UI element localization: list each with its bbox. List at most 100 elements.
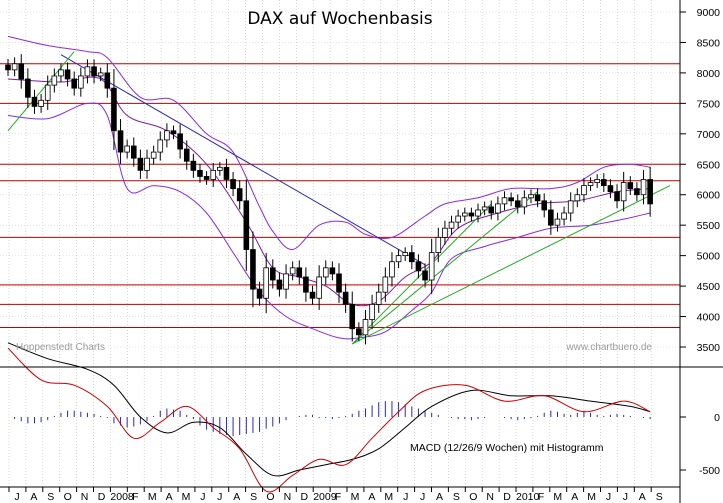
candle-body (137, 157, 144, 171)
candle-body (409, 252, 415, 263)
x-tick-label: S (656, 491, 663, 503)
candle-body (78, 75, 84, 89)
candle-body (236, 188, 243, 202)
candle-body (581, 185, 587, 196)
candle-body (607, 185, 614, 193)
candle-body (296, 267, 303, 278)
candle-body (342, 291, 349, 305)
x-tick-label: D (98, 491, 106, 503)
candle-body (481, 206, 488, 211)
candle-body (309, 291, 316, 299)
candle-body (422, 270, 428, 281)
x-tick-label: M (553, 491, 562, 503)
candle-body (210, 169, 217, 180)
x-tick-label: O (64, 491, 72, 503)
resistance-lines (0, 63, 680, 329)
candle-body (316, 276, 322, 299)
candle-body (461, 212, 468, 217)
candle-body (442, 227, 448, 238)
y-tick-label: 6500 (697, 159, 721, 171)
chart-title: DAX auf Wochenbasis (247, 9, 432, 29)
candle-body (256, 288, 263, 299)
candle-body (468, 212, 475, 217)
x-tick-label: M (351, 491, 360, 503)
x-tick-label: 2009 (313, 491, 337, 503)
y-tick-label: 4500 (697, 281, 721, 293)
candle-body (508, 197, 514, 202)
candle-body (528, 194, 534, 199)
candle-body (375, 291, 382, 305)
y-tick-label: 4000 (697, 312, 721, 324)
candle-body (51, 75, 58, 86)
candle-body (356, 328, 362, 336)
candle-body (44, 84, 51, 101)
candle-body (124, 145, 130, 153)
candle-body (336, 273, 342, 293)
candle-body (601, 179, 607, 186)
candle-body (567, 200, 574, 214)
trendline (352, 185, 671, 345)
x-tick-label: J (403, 491, 408, 503)
x-tick-label: A (639, 491, 646, 503)
candle-body (329, 267, 336, 275)
candle-body (389, 261, 395, 278)
x-tick-label: F (538, 491, 544, 503)
x-tick-label: A (368, 491, 375, 503)
trendline (351, 203, 492, 345)
candle-body (117, 130, 124, 153)
candle-body (475, 209, 481, 217)
y-tick-label: 7500 (697, 98, 721, 110)
x-tick-label: F (335, 491, 341, 503)
candle-body (322, 267, 329, 278)
candle-body (150, 151, 157, 159)
candle-body (197, 169, 203, 177)
candle-body (177, 133, 183, 150)
candle-body (587, 182, 594, 186)
candle-body (561, 212, 567, 220)
candle-body (488, 206, 495, 214)
x-tick-label: J (200, 491, 205, 503)
candle-body (71, 78, 78, 89)
x-tick-label: A (30, 491, 37, 503)
x-tick-label: M (148, 491, 157, 503)
candle-body (634, 188, 640, 196)
x-tick-label: J (623, 491, 628, 503)
candle-body (104, 72, 111, 89)
candle-body (594, 179, 600, 183)
x-tick-label: N (284, 491, 292, 503)
x-tick-label: S (453, 491, 460, 503)
candle-body (58, 69, 64, 77)
moving-average (7, 76, 651, 307)
candle-body (428, 252, 435, 281)
candle-body (31, 96, 38, 107)
candle-body (144, 157, 150, 171)
candle-body (283, 273, 289, 290)
x-tick-label: N (81, 491, 89, 503)
macd-y-tick-label: -500 (699, 465, 720, 477)
macd-panel (7, 342, 651, 493)
x-tick-label: F (132, 491, 138, 503)
candle-body (217, 166, 223, 171)
signal-line (7, 347, 651, 493)
candle-body (435, 236, 442, 253)
candle-body (455, 215, 461, 223)
candle-body (170, 130, 177, 135)
candle-body (448, 221, 455, 229)
candle-body (395, 255, 402, 263)
candle-body (64, 69, 71, 80)
trendline (60, 54, 426, 266)
candle-body (18, 63, 25, 80)
candle-body (25, 78, 31, 98)
candle-body (190, 160, 197, 171)
x-tick-label: A (233, 491, 240, 503)
x-tick-label: M (587, 491, 596, 503)
candle-body (369, 303, 375, 320)
y-tick-label: 3500 (697, 342, 721, 354)
candle-body (250, 249, 256, 290)
macd-line (7, 342, 651, 477)
y-tick-label: 8500 (697, 37, 721, 49)
x-tick-label: D (301, 491, 309, 503)
candle-body (269, 267, 276, 281)
